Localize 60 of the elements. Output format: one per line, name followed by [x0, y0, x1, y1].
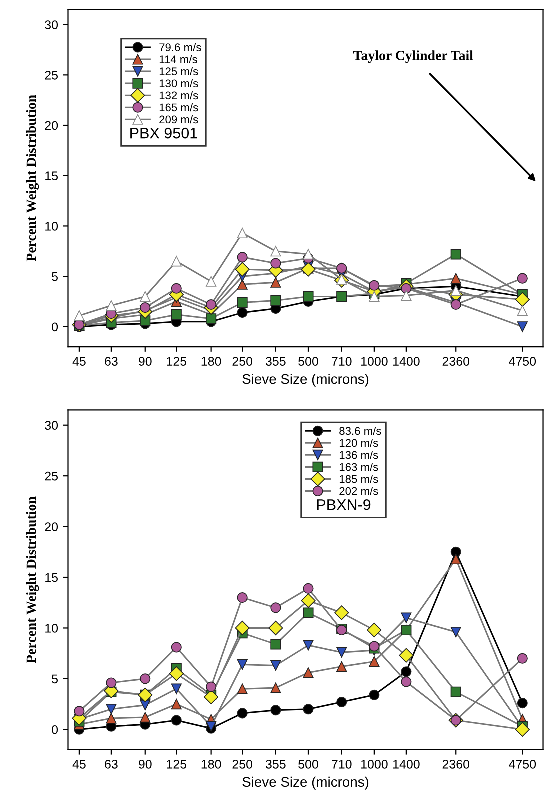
x-tick-label: 500 [298, 760, 318, 769]
x-tick-label: 355 [266, 760, 286, 769]
x-tick-label: 45 [72, 357, 86, 366]
x-tick-label: 355 [266, 357, 286, 366]
y-tick-label: 10 [46, 624, 58, 633]
y-tick-label: 25 [45, 472, 58, 481]
y-tick-label: 5 [52, 674, 58, 684]
x-tick-label: 63 [105, 760, 118, 769]
x-tick-label: 1000 [361, 357, 388, 366]
x-axis-title: Sieve Size (microns) [242, 776, 369, 790]
x-tick-label: 2360 [442, 357, 470, 366]
y-tick-label: 0 [52, 322, 58, 332]
legend-label: 114 m/s [160, 55, 198, 64]
legend-label: 202 m/s [340, 487, 378, 496]
y-tick-label: 0 [52, 725, 58, 734]
x-tick-label: 500 [298, 357, 318, 366]
x-tick-label: 90 [139, 357, 152, 366]
legend-label: 125 m/s [160, 67, 198, 76]
x-tick-label: 90 [139, 760, 152, 769]
x-tick-label: 4750 [509, 760, 536, 769]
y-tick-label: 5 [52, 272, 58, 282]
x-tick-label: 63 [105, 357, 118, 366]
x-tick-label: 125 [167, 357, 187, 366]
legend-label: 130 m/s [160, 79, 198, 88]
y-tick-label: 25 [45, 70, 58, 80]
y-tick-label: 30 [45, 421, 58, 430]
y-tick-label: 15 [46, 172, 58, 181]
legend-label: 83.6 m/s [340, 426, 382, 436]
y-axis-title: Percent Weight Distribution [26, 496, 40, 664]
x-tick-label: 1400 [393, 760, 420, 769]
x-tick-label: 250 [232, 760, 253, 769]
legend-label: 209 m/s [160, 115, 198, 124]
x-axis-title: Sieve Size (microns) [242, 374, 369, 387]
legend-label: 79.6 m/s [160, 43, 202, 52]
legend-label: 132 m/s [160, 91, 198, 100]
x-tick-label: 180 [202, 760, 222, 769]
x-tick-label: 180 [202, 357, 222, 366]
x-tick-label: 125 [167, 760, 187, 769]
legend-label: 120 m/s [340, 438, 378, 448]
legend-title: PBXN-9 [317, 500, 371, 510]
y-tick-label: 30 [45, 20, 58, 30]
x-tick-label: 710 [332, 760, 352, 769]
y-tick-label: 20 [45, 522, 58, 532]
legend-label: 165 m/s [160, 103, 198, 112]
annotation: Taylor Cylinder Tail [353, 50, 474, 64]
y-tick-label: 15 [46, 573, 58, 582]
x-tick-label: 2360 [442, 760, 470, 769]
legend-label: 136 m/s [340, 451, 378, 460]
x-tick-label: 1000 [361, 760, 388, 769]
legend-label: 163 m/s [340, 463, 378, 472]
x-tick-label: 45 [72, 760, 86, 769]
y-tick-label: 20 [45, 121, 58, 130]
legend-label: 185 m/s [340, 475, 378, 484]
y-axis-title: Percent Weight Distribution [26, 95, 40, 262]
legend-title: PBX 9501 [130, 128, 198, 139]
x-tick-label: 4750 [509, 357, 536, 366]
x-tick-label: 710 [332, 357, 352, 366]
y-tick-label: 10 [46, 222, 58, 231]
x-tick-label: 1400 [393, 357, 420, 366]
x-tick-label: 250 [232, 357, 253, 366]
